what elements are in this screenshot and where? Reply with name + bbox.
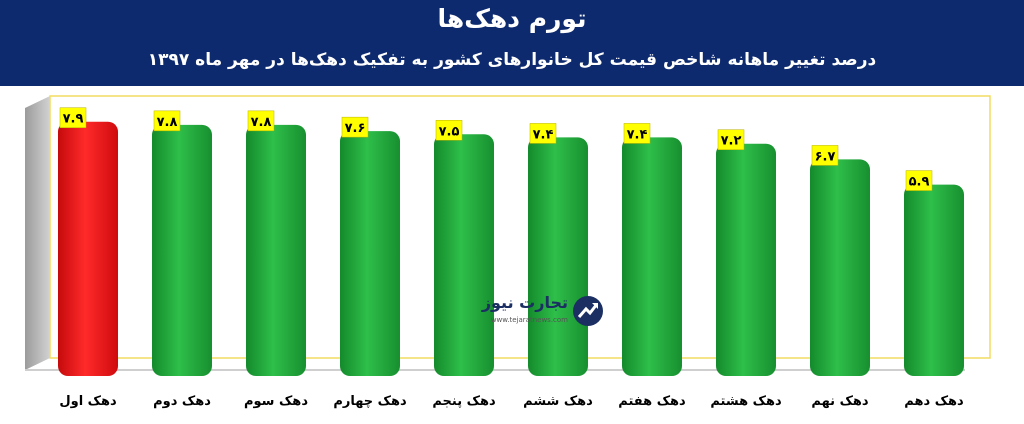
data-label-box: [435, 120, 463, 141]
category-label: دهک نهم: [811, 394, 869, 409]
data-label: ۵.۹: [909, 175, 930, 190]
bar-group: ۷.۶ دهک چهارم: [333, 116, 407, 409]
category-label: دهک سوم: [244, 394, 308, 409]
data-label: ۷.۸: [157, 115, 178, 130]
bar-group: ۷.۴ دهک هفتم: [618, 123, 686, 409]
bars-layer: ۷.۹ دهک اول ۷.۸ دهک دوم ۷.۸ دهک سوم ۷.۶ دهک چها…: [58, 107, 964, 409]
watermark-url: www.tejaratnews.com: [490, 316, 568, 324]
watermark-brand: تجارت نیوز: [481, 293, 568, 312]
bar-group: ۵.۹ دهک دهم: [904, 170, 964, 409]
data-label: ۷.۹: [63, 112, 84, 127]
data-label-box: [905, 170, 933, 191]
data-label-box: [153, 110, 181, 132]
bar: [58, 121, 118, 376]
logo-icon: [573, 296, 603, 326]
chart-title: تورم دهک‌ها: [437, 4, 587, 33]
data-label: ۷.۶: [345, 121, 366, 136]
category-label: دهک دهم: [904, 394, 964, 409]
data-label-box: [623, 123, 651, 144]
bar-group: ۷.۲ دهک هشتم: [710, 129, 782, 409]
bar: [716, 143, 776, 376]
data-label-box: [811, 145, 839, 166]
chart-header: تورم دهک‌ها درصد تغییر ماهانه شاخص قیمت …: [0, 0, 1024, 86]
bar: [622, 137, 682, 376]
category-label: دهک اول: [59, 394, 117, 409]
data-label-box: [717, 129, 745, 150]
bar-group: ۷.۸ دهک دوم: [152, 110, 212, 409]
data-label: ۷.۴: [627, 127, 648, 142]
bar: [152, 124, 212, 376]
data-label-box: [341, 116, 369, 138]
data-label-box: [247, 110, 275, 132]
bar: [810, 159, 870, 376]
bar-group: ۷.۹ دهک اول: [58, 107, 118, 409]
bar: [904, 184, 964, 376]
data-label: ۷.۴: [533, 127, 554, 142]
data-label: ۷.۸: [251, 115, 272, 130]
bar-chart: ۷.۹ دهک اول ۷.۸ دهک دوم ۷.۸ دهک سوم ۷.۶ دهک چها…: [25, 95, 991, 409]
category-label: دهک دوم: [153, 394, 211, 409]
bar-group: ۷.۸ دهک سوم: [244, 110, 308, 409]
data-label: ۷.۲: [721, 134, 742, 149]
category-label: دهک پنجم: [432, 394, 496, 409]
data-label: ۶.۷: [815, 149, 836, 164]
chart-subtitle: درصد تغییر ماهانه شاخص قیمت کل خانوارهای…: [147, 50, 877, 70]
data-label: ۷.۵: [439, 124, 460, 139]
plot-side-wall: [25, 96, 50, 370]
watermark: تجارت نیوز www.tejaratnews.com: [468, 293, 608, 333]
bar: [528, 137, 588, 376]
category-label: دهک ششم: [523, 394, 593, 409]
category-label: دهک هشتم: [710, 394, 782, 409]
bar-group: ۷.۴ دهک ششم: [523, 123, 593, 409]
bar-group: ۶.۷ دهک نهم: [810, 145, 870, 409]
category-label: دهک چهارم: [333, 394, 407, 409]
data-label-box: [59, 107, 87, 128]
bar: [340, 131, 400, 376]
category-label: دهک هفتم: [618, 394, 686, 409]
bar-group: ۷.۵ دهک پنجم: [432, 120, 496, 409]
bar: [434, 134, 494, 376]
data-label-box: [529, 123, 557, 144]
bar: [246, 124, 306, 376]
